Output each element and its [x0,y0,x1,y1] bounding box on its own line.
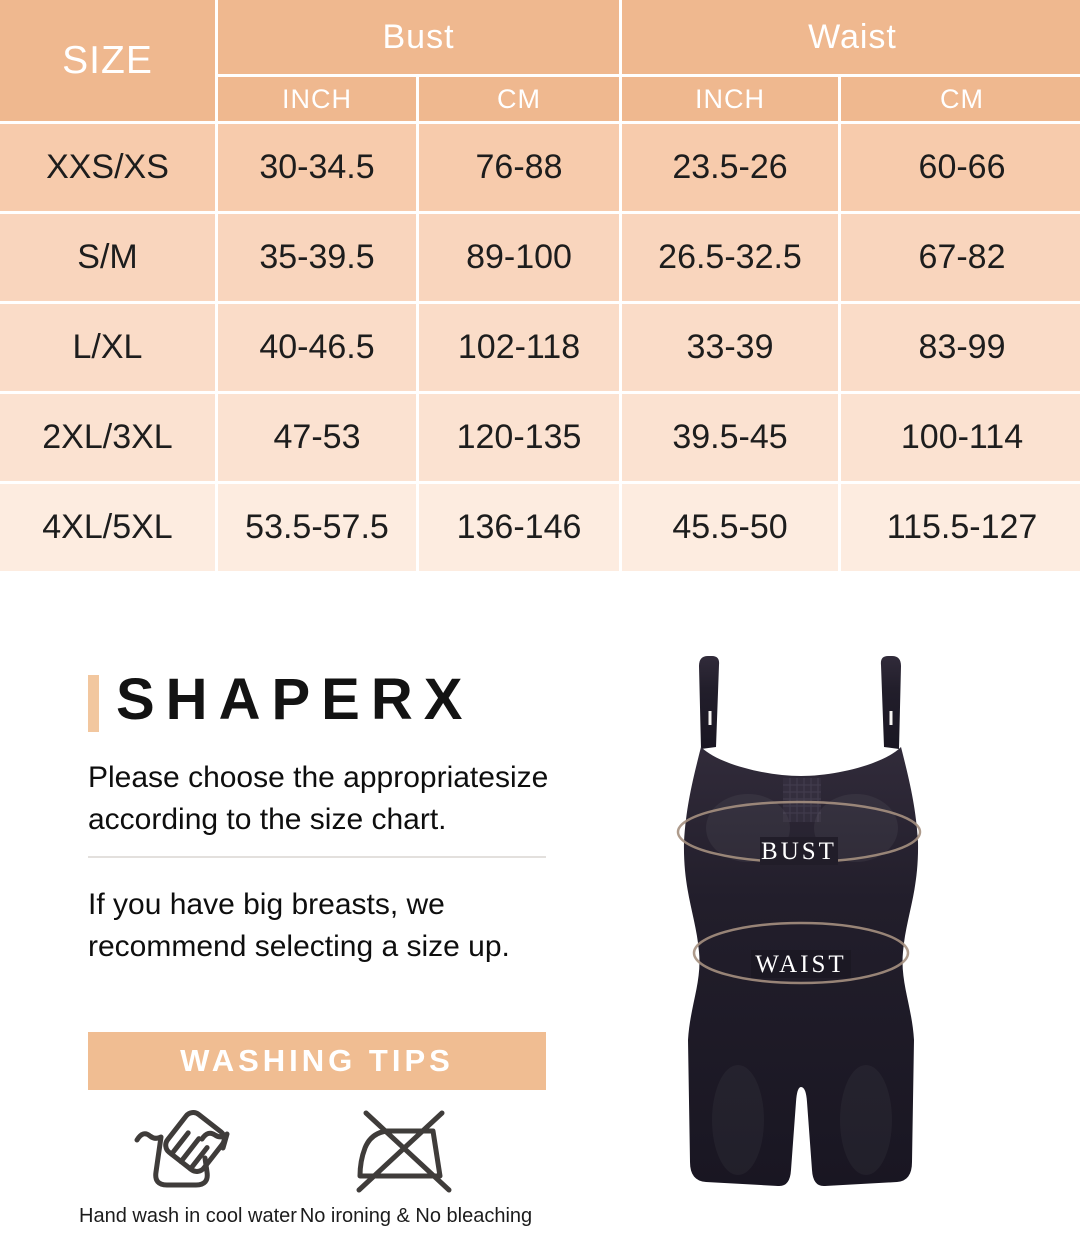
value-cell: 89-100 [415,211,623,304]
value-cell: 100-114 [838,391,1080,484]
note-big-breasts: If you have big breasts, we recommend se… [88,884,568,968]
center-panel-texture [783,778,821,822]
value-cell: 120-135 [415,391,623,484]
value-cell: 35-39.5 [215,211,419,304]
divider-line [88,856,546,858]
hand-wash-icon [134,1110,230,1188]
waist-group-header: Waist [619,0,1080,77]
size-cell: S/M [0,211,218,304]
note-line: recommend selecting a size up. [88,930,510,963]
table-row: 2XL/3XL 47-53 120-135 39.5-45 100-114 [0,391,1080,484]
size-cell: 4XL/5XL [0,481,218,574]
bust-cm-header: CM [415,74,623,124]
value-cell: 76-88 [415,121,623,214]
value-cell: 30-34.5 [215,121,419,214]
value-cell: 102-118 [415,301,623,394]
note-line: Please choose the appropriatesize [88,761,549,794]
value-cell: 83-99 [838,301,1080,394]
note-choose-size: Please choose the appropriatesize accord… [88,757,568,841]
size-cell: 2XL/3XL [0,391,218,484]
brand-logo: SHAPERX [116,667,474,732]
value-cell: 47-53 [215,391,419,484]
table-row: XXS/XS 30-34.5 76-88 23.5-26 60-66 [0,121,1080,214]
bust-label-backing [760,837,838,865]
thigh-highlight [840,1065,892,1175]
no-iron-icon [356,1110,452,1193]
thigh-highlight [712,1065,764,1175]
value-cell: 45.5-50 [619,481,842,574]
right-strap [880,656,901,749]
size-table-section: SIZE Bust Waist INCH CM INCH CM XXS/XS 3… [0,0,1080,583]
waist-inch-header: INCH [619,74,842,124]
hand-wash-label: Hand wash in cool water [79,1205,297,1227]
note-line: according to the size chart. [88,803,447,836]
left-strap [699,656,720,749]
value-cell: 115.5-127 [838,481,1080,574]
value-cell: 33-39 [619,301,842,394]
note-line: If you have big breasts, we [88,888,445,921]
bust-inch-header: INCH [215,74,419,124]
brand-accent-bar [88,675,99,732]
bust-label: BUST [761,838,837,865]
value-cell: 39.5-45 [619,391,842,484]
bust-group-header: Bust [214,0,623,77]
table-row: S/M 35-39.5 89-100 26.5-32.5 67-82 [0,211,1080,304]
value-cell: 53.5-57.5 [215,481,419,574]
value-cell: 60-66 [838,121,1080,214]
waist-label-backing [751,950,851,978]
table-row: L/XL 40-46.5 102-118 33-39 83-99 [0,301,1080,394]
value-cell: 136-146 [415,481,623,574]
size-cell: XXS/XS [0,121,218,214]
value-cell: 23.5-26 [619,121,842,214]
value-cell: 26.5-32.5 [619,211,842,304]
size-cell: L/XL [0,301,218,394]
waist-cm-header: CM [838,74,1080,124]
size-chart-table: SIZE Bust Waist INCH CM INCH CM XXS/XS 3… [0,0,1080,574]
waist-measure-ellipse [692,921,910,985]
no-iron-label: No ironing & No bleaching [299,1205,533,1227]
bodysuit-figure: BUST WAIST [676,656,922,1187]
waist-label: WAIST [755,951,846,978]
washing-tips-banner: WASHING TIPS [88,1032,546,1090]
table-row: 4XL/5XL 53.5-57.5 136-146 45.5-50 115.5-… [0,481,1080,574]
size-header-cell: SIZE [0,0,218,124]
value-cell: 40-46.5 [215,301,419,394]
value-cell: 67-82 [838,211,1080,304]
